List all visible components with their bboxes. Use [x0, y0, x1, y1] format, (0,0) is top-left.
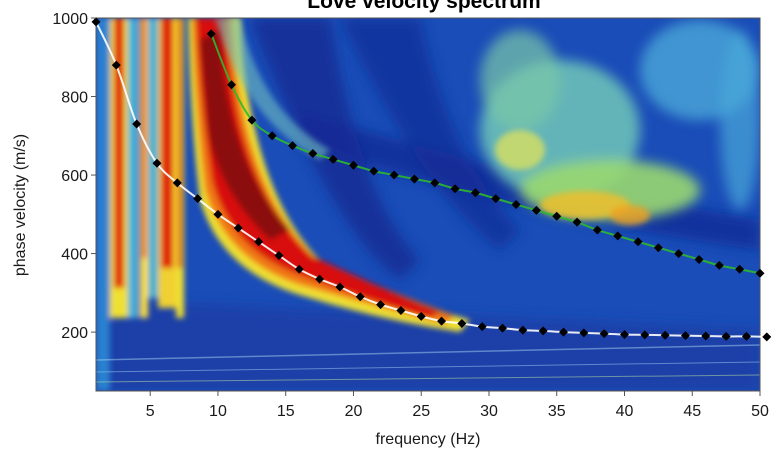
x-axis: 5 10 15 20 25 30 35 40 45 50	[146, 391, 769, 420]
dispersion-pick-point	[233, 223, 243, 233]
dispersion-pick-point	[315, 274, 325, 284]
dispersion-pick-point	[552, 211, 562, 221]
dispersion-pick-point	[91, 17, 101, 27]
dispersion-pick-point	[674, 249, 684, 259]
dispersion-pick-point	[376, 300, 386, 310]
x-tick-label: 50	[751, 403, 769, 420]
dispersion-pick-point	[477, 322, 487, 332]
dispersion-pick-point	[132, 119, 142, 129]
dispersion-pick-point	[653, 243, 663, 253]
dispersion-pick-point	[430, 178, 440, 188]
x-tick-label: 30	[480, 403, 498, 420]
dispersion-pick-point	[369, 166, 379, 176]
x-tick-label: 40	[616, 403, 634, 420]
dispersion-pick-point	[559, 327, 569, 337]
dispersion-pick-point	[213, 209, 223, 219]
dispersion-pick-point	[694, 254, 704, 264]
x-tick-label: 20	[345, 403, 363, 420]
dispersion-pick-point	[633, 237, 643, 247]
y-axis-label: phase velocity (m/s)	[12, 134, 29, 276]
dispersion-pick-point	[735, 264, 745, 274]
dispersion-pick-point	[274, 251, 284, 261]
dispersion-pick-point	[572, 217, 582, 227]
x-tick-label: 35	[548, 403, 566, 420]
dispersion-curves	[91, 17, 771, 342]
x-axis-label: frequency (Hz)	[376, 431, 481, 448]
dispersion-pick-point	[714, 260, 724, 270]
x-tick-label: 10	[209, 403, 227, 420]
spectrum-heatmap	[96, 18, 760, 391]
dispersion-pick-point	[762, 332, 771, 342]
dispersion-pick-point	[396, 306, 406, 316]
dispersion-pick-point	[619, 329, 629, 339]
dispersion-pick-point	[592, 225, 602, 235]
dispersion-pick-point	[531, 205, 541, 215]
x-tick-label: 5	[146, 403, 155, 420]
dispersion-pick-point	[511, 200, 521, 209]
y-tick-label: 1000	[52, 11, 88, 28]
dispersion-pick-point	[294, 264, 304, 274]
dispersion-pick-point	[470, 188, 480, 198]
y-axis: 200 400 600 800 1000	[52, 11, 96, 342]
dispersion-pick-point	[599, 329, 609, 339]
dispersion-pick-point	[457, 318, 467, 328]
dispersion-pick-point	[640, 330, 650, 340]
dispersion-pick-point	[172, 178, 182, 188]
dispersion-pick-point	[227, 80, 237, 90]
dispersion-pick-point	[152, 158, 162, 168]
dispersion-pick-point	[579, 328, 589, 338]
dispersion-pick-point	[701, 331, 711, 341]
dispersion-pick-point	[450, 184, 460, 194]
dispersion-pick-point	[206, 29, 216, 39]
x-tick-label: 25	[412, 403, 430, 420]
y-tick-label: 600	[61, 168, 88, 185]
dispersion-pick-point	[247, 115, 257, 125]
dispersion-pick-point	[491, 194, 501, 204]
dispersion-curve-line-1	[95, 21, 767, 338]
chart-title: Love velocity spectrum	[307, 0, 540, 13]
dispersion-pick-point	[328, 154, 338, 164]
dispersion-pick-point	[613, 231, 623, 241]
dispersion-pick-point	[193, 194, 203, 204]
dispersion-pick-point	[355, 292, 365, 302]
dispersion-pick-point	[660, 330, 670, 340]
dispersion-pick-point	[741, 331, 751, 341]
dispersion-pick-point	[437, 316, 447, 326]
dispersion-pick-point	[755, 268, 765, 278]
dispersion-pick-point	[335, 282, 345, 292]
dispersion-pick-point	[287, 141, 297, 151]
dispersion-pick-point	[389, 170, 399, 180]
dispersion-pick-point	[680, 331, 690, 341]
dispersion-pick-point	[498, 323, 508, 333]
dispersion-pick-point	[348, 160, 358, 170]
dispersion-pick-point	[409, 174, 419, 184]
x-tick-label: 45	[683, 403, 701, 420]
dispersion-pick-point	[267, 131, 277, 141]
dispersion-pick-point	[721, 331, 731, 341]
dispersion-curve-line-2	[210, 33, 761, 275]
x-tick-label: 15	[277, 403, 295, 420]
dispersion-pick-point	[254, 237, 264, 247]
y-tick-label: 400	[61, 247, 88, 264]
y-tick-label: 200	[61, 325, 88, 342]
dispersion-pick-point	[111, 60, 121, 70]
dispersion-pick-point	[538, 326, 548, 336]
plot-area	[95, 17, 761, 392]
dispersion-pick-point	[416, 311, 426, 321]
dispersion-pick-point	[518, 325, 528, 335]
dispersion-pick-point	[308, 148, 318, 158]
y-tick-label: 800	[61, 90, 88, 107]
